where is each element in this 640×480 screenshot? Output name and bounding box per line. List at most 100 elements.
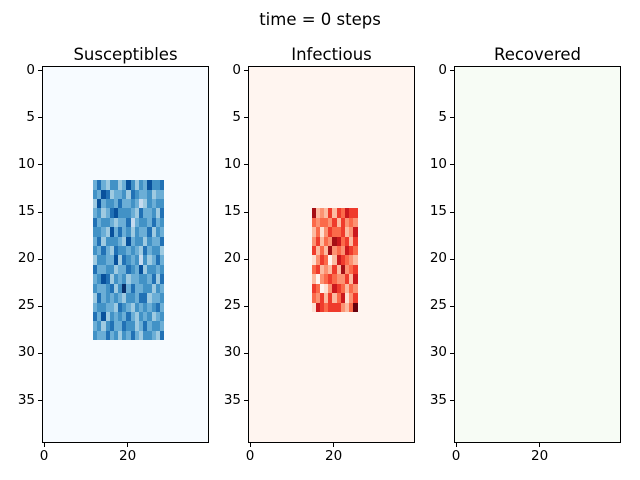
heatmap-cell: [143, 208, 148, 218]
heatmap-cell: [97, 302, 102, 312]
heatmap-cell: [315, 302, 320, 313]
heatmap-cell: [122, 217, 127, 228]
heatmap-cell: [345, 246, 350, 256]
y-tick-label: 35: [429, 391, 447, 408]
heatmap-cell: [319, 264, 325, 275]
heatmap-cell: [319, 208, 325, 218]
y-tick-mark: [450, 400, 454, 402]
heatmap-cell: [101, 312, 106, 322]
heatmap-cell: [130, 321, 135, 331]
heatmap-cell: [155, 255, 160, 265]
heatmap-cell: [345, 283, 350, 294]
heatmap-cell: [126, 217, 131, 228]
y-tick-label: 25: [223, 297, 241, 314]
heatmap-cell: [113, 330, 119, 341]
heatmap-cell: [109, 274, 114, 284]
heatmap-cell: [101, 246, 106, 256]
heatmap-cell: [113, 236, 119, 247]
heatmap-cell: [113, 312, 119, 322]
heatmap-cell: [353, 255, 358, 265]
y-tick-mark: [38, 258, 42, 260]
heatmap-cell: [109, 189, 114, 199]
heatmap-cell: [328, 283, 333, 294]
y-tick-label: 15: [17, 203, 35, 220]
y-tick-label: 0: [438, 61, 447, 78]
heatmap-cell: [113, 293, 119, 303]
heatmap-cell: [147, 283, 152, 294]
heatmap-cell: [139, 321, 144, 331]
heatmap-cell: [151, 189, 156, 199]
heatmap-cell: [134, 255, 139, 265]
heatmap-cell: [336, 217, 341, 228]
heatmap-cell: [139, 293, 144, 303]
heatmap-cell: [139, 312, 144, 322]
heatmap-cell: [349, 255, 354, 265]
x-tick-mark: [333, 443, 335, 447]
heatmap-cell: [134, 208, 139, 218]
heatmap-cell: [97, 283, 102, 294]
heatmap-cell: [151, 255, 156, 265]
heatmap-cell: [109, 293, 114, 303]
heatmap-cell: [328, 217, 333, 228]
heatmap-cell: [159, 180, 165, 190]
heatmap-cell: [336, 283, 341, 294]
heatmap-cell: [113, 321, 119, 331]
heatmap-cell: [97, 274, 102, 284]
heatmap-cell: [93, 274, 98, 284]
y-tick-label: 15: [429, 203, 447, 220]
heatmap-cell: [126, 189, 131, 199]
heatmap-cell: [151, 293, 156, 303]
heatmap-cell: [122, 246, 127, 256]
y-tick-mark: [450, 164, 454, 166]
heatmap-cell: [324, 236, 329, 247]
heatmap-cell: [340, 283, 346, 294]
heatmap-cell: [130, 312, 135, 322]
heatmap-axes-susceptibles: [42, 66, 209, 443]
heatmap-cell: [126, 312, 131, 322]
heatmap-cell: [147, 274, 152, 284]
y-tick-mark: [244, 400, 248, 402]
heatmap-cell: [97, 217, 102, 228]
y-tick-label: 25: [429, 297, 447, 314]
heatmap-cell: [311, 208, 316, 218]
heatmap-cell: [109, 227, 114, 237]
heatmap-cell: [319, 236, 325, 247]
heatmap-cell: [143, 246, 148, 256]
heatmap-cell: [105, 198, 110, 209]
heatmap-cell: [349, 283, 354, 294]
heatmap-cell: [113, 189, 119, 199]
heatmap-cell: [134, 189, 139, 199]
y-tick-label: 10: [223, 155, 241, 172]
heatmap-cell: [319, 217, 325, 228]
heatmap-cell: [134, 293, 139, 303]
heatmap-cell: [101, 208, 106, 218]
heatmap-cell: [126, 302, 131, 312]
x-tick-mark: [43, 443, 45, 447]
heatmap-cell: [328, 208, 333, 218]
heatmap-cell: [118, 330, 123, 341]
y-tick-mark: [244, 211, 248, 213]
x-tick-mark: [455, 443, 457, 447]
heatmap-cell: [118, 321, 123, 331]
y-tick-mark: [38, 117, 42, 119]
heatmap-cell: [93, 264, 98, 275]
heatmap-cell: [130, 246, 135, 256]
heatmap-cell: [336, 293, 341, 303]
heatmap-cell: [143, 264, 148, 275]
y-tick-label: 20: [429, 250, 447, 267]
heatmap-cell: [113, 217, 119, 228]
heatmap-cell: [311, 255, 316, 265]
heatmap-cell: [319, 302, 325, 313]
heatmap-cell: [130, 283, 135, 294]
heatmap-cell: [328, 236, 333, 247]
heatmap-cell: [336, 274, 341, 284]
heatmap-cell: [159, 255, 165, 265]
heatmap-cell: [353, 283, 358, 294]
heatmap-cell: [151, 227, 156, 237]
heatmap-cell: [328, 302, 333, 313]
heatmap-cell: [105, 255, 110, 265]
heatmap-cell: [101, 283, 106, 294]
heatmap-cell: [97, 227, 102, 237]
heatmap-cell: [122, 321, 127, 331]
heatmap-cell: [118, 255, 123, 265]
